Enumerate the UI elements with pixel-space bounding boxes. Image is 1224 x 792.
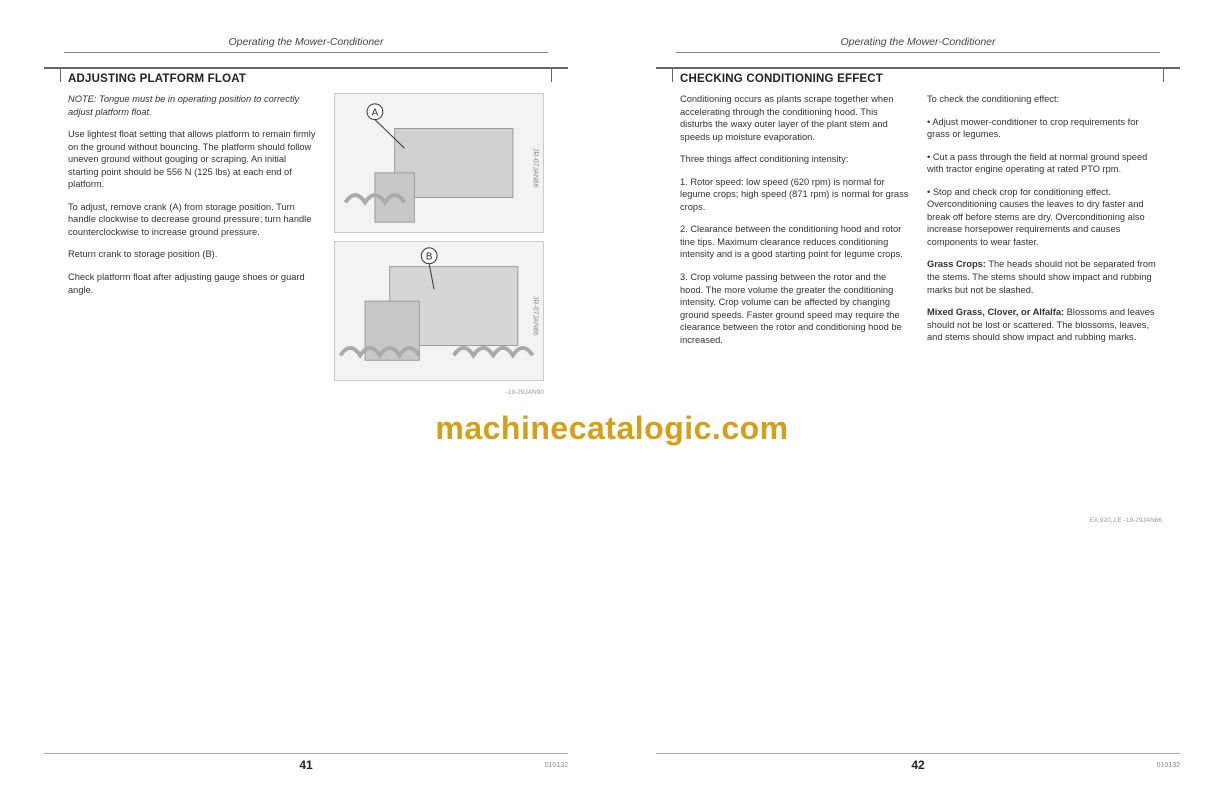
grass-crops-label: Grass Crops: [927,259,986,269]
paragraph: Return crank to storage position (B). [68,248,316,261]
paragraph: • Cut a pass through the field at normal… [927,151,1156,176]
paragraph: Three things affect conditioning intensi… [680,153,909,166]
corner-mark [44,68,568,69]
paragraph: • Adjust mower-conditioner to crop requi… [927,116,1156,141]
figure-side-code: JR-07JAN86 [530,148,539,188]
corner-mark [672,68,686,82]
running-head-right: Operating the Mower-Conditioner [676,36,1160,53]
corner-mark [538,68,552,82]
mixed-label: Mixed Grass, Clover, or Alfalfa: [927,307,1064,317]
running-head-left: Operating the Mower-Conditioner [64,36,548,53]
note: NOTE: Tongue must be in operating positi… [68,93,316,118]
foot-code-right: 010132 [1157,762,1180,769]
paragraph: 1. Rotor speed: low speed (620 rpm) is n… [680,176,909,214]
right-col-1: Conditioning occurs as plants scrape tog… [680,93,909,356]
callout-b-label: B [426,252,433,263]
paragraph: • Stop and check crop for conditioning e… [927,186,1156,249]
page-number-left: 41 [299,758,312,772]
corner-mark [60,68,74,82]
paragraph: 3. Crop volume passing between the rotor… [680,271,909,346]
section-title-left: ADJUSTING PLATFORM FLOAT [68,73,568,85]
paragraph: Mixed Grass, Clover, or Alfalfa: Blossom… [927,306,1156,344]
page-right: Operating the Mower-Conditioner CHECKING… [612,0,1224,792]
left-figure-column: A JR-07JAN86 B [334,93,544,398]
figure-side-code: JR-07JAN86 [530,296,539,336]
right-col-2: To check the conditioning effect: • Adju… [927,93,1156,356]
corner-mark [1150,68,1164,82]
left-text-column: NOTE: Tongue must be in operating positi… [68,93,316,398]
paragraph: To check the conditioning effect: [927,93,1156,106]
corner-mark [656,68,1180,69]
ref-code: EX,920,J,E -19-29JAN86 [1089,517,1162,524]
figure-b: B JR-07JAN86 [334,241,544,381]
page-footer-left: 41 010132 [44,753,568,772]
paragraph: Grass Crops: The heads should not be sep… [927,258,1156,296]
page-footer-right: 42 010132 [656,753,1180,772]
paragraph: Use lightest float setting that allows p… [68,128,316,191]
paragraph: Check platform float after adjusting gau… [68,271,316,296]
paragraph: Conditioning occurs as plants scrape tog… [680,93,909,143]
callout-a-label: A [372,108,379,119]
page-spread: Operating the Mower-Conditioner ADJUSTIN… [0,0,1224,792]
section-title-right: CHECKING CONDITIONING EFFECT [680,73,1180,85]
page-number-right: 42 [911,758,924,772]
paragraph: To adjust, remove crank (A) from storage… [68,201,316,239]
figure-a: A JR-07JAN86 [334,93,544,233]
left-body: NOTE: Tongue must be in operating positi… [68,93,544,398]
paragraph: 2. Clearance between the conditioning ho… [680,223,909,261]
foot-code-left: 010132 [545,762,568,769]
right-body: Conditioning occurs as plants scrape tog… [680,93,1156,356]
figure-code: -19-29JAN90 [334,389,544,398]
page-left: Operating the Mower-Conditioner ADJUSTIN… [0,0,612,792]
